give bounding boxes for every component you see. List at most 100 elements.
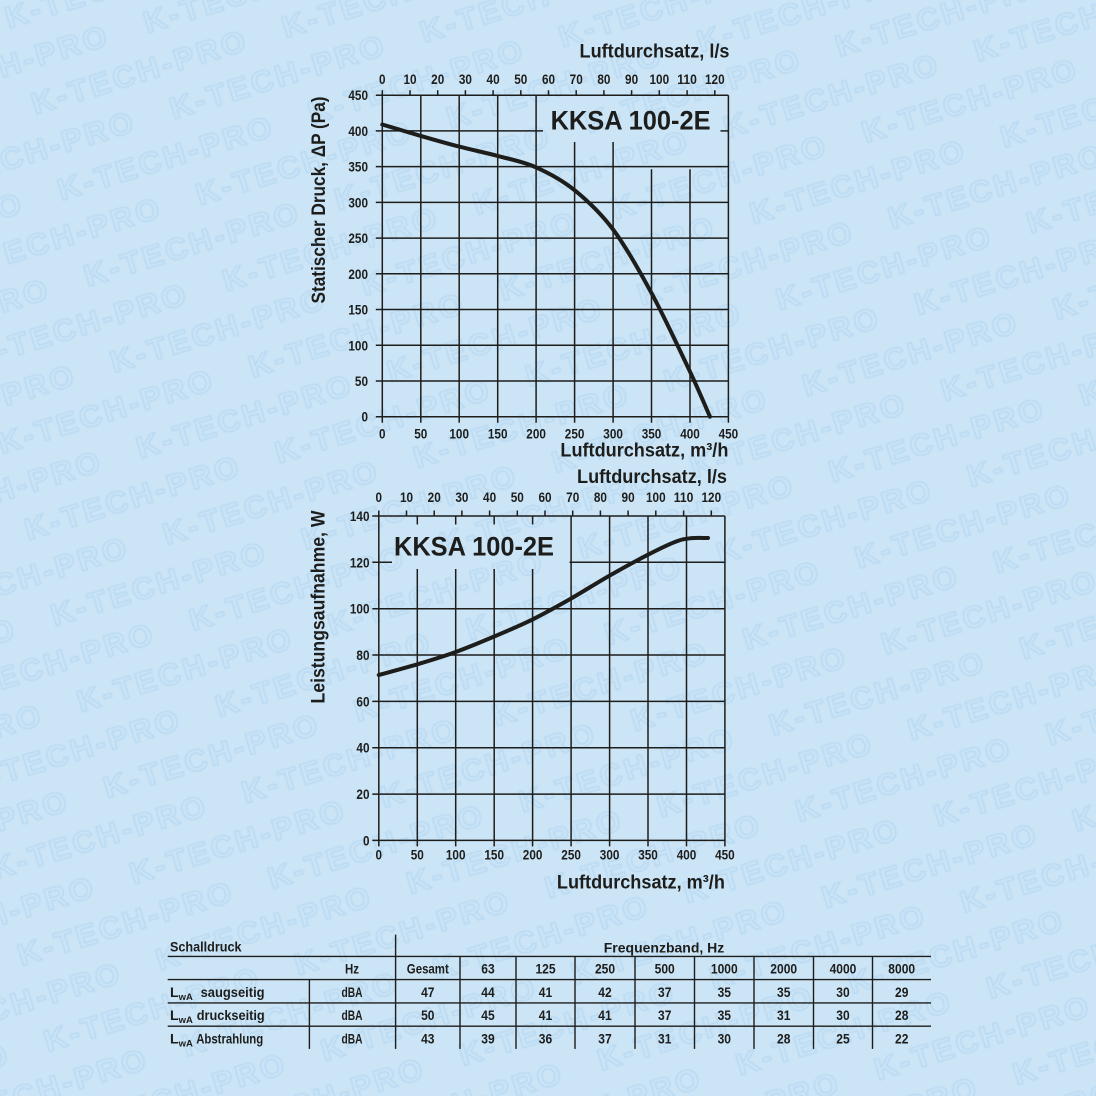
svg-text:200: 200 — [348, 267, 368, 283]
svg-text:35: 35 — [777, 984, 791, 1000]
svg-text:LwA Abstrahlung: LwA Abstrahlung — [170, 1030, 263, 1049]
svg-text:37: 37 — [658, 984, 672, 1000]
svg-text:41: 41 — [539, 1007, 553, 1023]
svg-text:50: 50 — [414, 427, 427, 443]
svg-text:250: 250 — [565, 427, 585, 443]
svg-text:Schalldruck: Schalldruck — [170, 939, 242, 955]
svg-text:350: 350 — [642, 427, 662, 443]
svg-text:0: 0 — [379, 72, 386, 88]
svg-text:44: 44 — [481, 984, 495, 1000]
svg-text:37: 37 — [658, 1007, 672, 1023]
svg-text:43: 43 — [421, 1030, 435, 1046]
svg-text:250: 250 — [348, 231, 368, 247]
svg-text:10: 10 — [403, 72, 416, 88]
svg-text:300: 300 — [600, 848, 620, 864]
svg-text:125: 125 — [535, 961, 555, 977]
svg-text:30: 30 — [718, 1030, 732, 1046]
svg-text:150: 150 — [348, 303, 368, 319]
svg-text:0: 0 — [376, 490, 383, 506]
svg-text:4000: 4000 — [830, 961, 857, 977]
svg-text:0: 0 — [362, 410, 369, 426]
svg-text:200: 200 — [526, 427, 546, 443]
svg-text:70: 70 — [570, 72, 583, 88]
svg-text:Luftdurchsatz, m³/h: Luftdurchsatz, m³/h — [560, 441, 728, 462]
svg-text:200: 200 — [523, 848, 543, 864]
svg-text:Luftdurchsatz, l/s: Luftdurchsatz, l/s — [577, 467, 727, 488]
svg-text:47: 47 — [421, 984, 435, 1000]
svg-text:0: 0 — [376, 848, 383, 864]
svg-text:60: 60 — [538, 490, 551, 506]
svg-text:22: 22 — [895, 1030, 909, 1046]
svg-text:30: 30 — [836, 984, 850, 1000]
svg-text:110: 110 — [677, 72, 697, 88]
svg-text:29: 29 — [895, 984, 909, 1000]
svg-text:25: 25 — [836, 1030, 850, 1046]
svg-text:120: 120 — [350, 555, 370, 571]
svg-text:31: 31 — [777, 1007, 791, 1023]
svg-text:50: 50 — [411, 848, 424, 864]
svg-text:50: 50 — [355, 374, 368, 390]
svg-text:400: 400 — [677, 848, 697, 864]
svg-text:110: 110 — [674, 490, 694, 506]
svg-text:Frequenzband, Hz: Frequenzband, Hz — [604, 940, 725, 956]
svg-text:100: 100 — [348, 338, 368, 354]
svg-text:0: 0 — [379, 427, 386, 443]
svg-text:100: 100 — [646, 490, 666, 506]
svg-text:40: 40 — [487, 72, 500, 88]
svg-text:28: 28 — [895, 1007, 909, 1023]
svg-text:10: 10 — [400, 490, 413, 506]
svg-text:300: 300 — [348, 195, 368, 211]
svg-text:400: 400 — [680, 427, 700, 443]
svg-text:500: 500 — [655, 961, 675, 977]
svg-text:450: 450 — [348, 88, 368, 104]
svg-text:100: 100 — [449, 427, 469, 443]
svg-text:1000: 1000 — [711, 961, 738, 977]
svg-text:28: 28 — [777, 1030, 791, 1046]
svg-text:8000: 8000 — [888, 961, 915, 977]
svg-text:LwA saugseitig: LwA saugseitig — [170, 984, 265, 1003]
svg-text:Hz: Hz — [345, 961, 359, 977]
svg-text:120: 120 — [702, 490, 722, 506]
svg-text:40: 40 — [483, 490, 496, 506]
svg-text:39: 39 — [481, 1030, 495, 1046]
svg-text:30: 30 — [836, 1007, 850, 1023]
svg-text:45: 45 — [481, 1007, 495, 1023]
svg-text:150: 150 — [488, 427, 508, 443]
svg-text:90: 90 — [622, 490, 635, 506]
svg-text:100: 100 — [350, 602, 370, 618]
svg-text:140: 140 — [350, 509, 370, 525]
svg-text:Statischer Druck, ΔP (Pa): Statischer Druck, ΔP (Pa) — [309, 97, 330, 304]
svg-text:40: 40 — [356, 741, 369, 757]
svg-text:dBA: dBA — [342, 1007, 363, 1023]
svg-text:450: 450 — [719, 427, 739, 443]
svg-text:400: 400 — [348, 124, 368, 140]
svg-text:KKSA 100-2E: KKSA 100-2E — [551, 105, 711, 135]
svg-text:36: 36 — [539, 1030, 553, 1046]
svg-text:90: 90 — [625, 72, 638, 88]
svg-text:37: 37 — [598, 1030, 612, 1046]
svg-text:80: 80 — [356, 648, 369, 664]
svg-text:80: 80 — [597, 72, 610, 88]
svg-text:30: 30 — [459, 72, 472, 88]
svg-text:70: 70 — [566, 490, 579, 506]
svg-text:60: 60 — [542, 72, 555, 88]
svg-text:Luftdurchsatz, m³/h: Luftdurchsatz, m³/h — [557, 873, 725, 894]
svg-text:2000: 2000 — [770, 961, 797, 977]
svg-text:42: 42 — [598, 984, 612, 1000]
svg-text:350: 350 — [348, 160, 368, 176]
svg-text:dBA: dBA — [342, 984, 363, 1000]
svg-text:35: 35 — [718, 1007, 732, 1023]
svg-text:KKSA 100-2E: KKSA 100-2E — [394, 532, 554, 562]
svg-text:250: 250 — [561, 848, 581, 864]
svg-text:80: 80 — [594, 490, 607, 506]
svg-text:Leistungsaufnahme, W: Leistungsaufnahme, W — [309, 510, 330, 703]
svg-text:100: 100 — [650, 72, 670, 88]
svg-text:250: 250 — [595, 961, 615, 977]
svg-text:20: 20 — [431, 72, 444, 88]
svg-text:50: 50 — [421, 1007, 435, 1023]
svg-text:Luftdurchsatz, l/s: Luftdurchsatz, l/s — [580, 42, 730, 63]
svg-text:63: 63 — [481, 961, 495, 977]
svg-text:0: 0 — [363, 833, 370, 849]
svg-text:20: 20 — [356, 787, 369, 803]
svg-text:100: 100 — [446, 848, 466, 864]
